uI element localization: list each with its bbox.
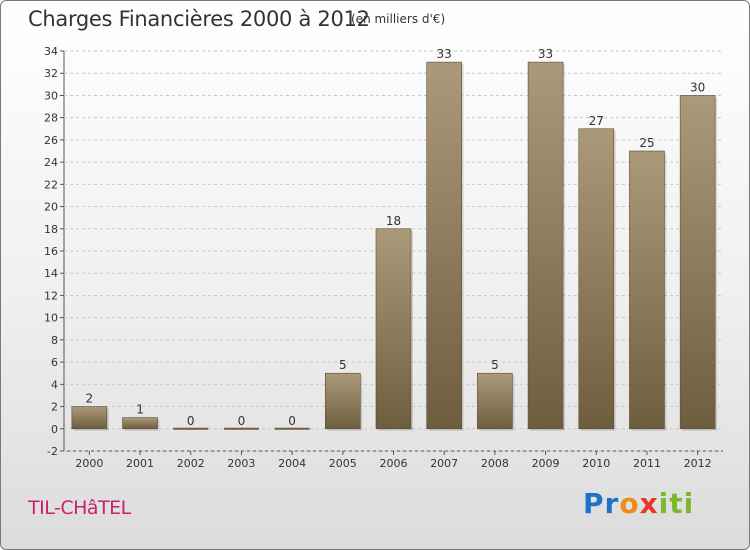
bar (679, 95, 716, 430)
y-tick-label: 0 (51, 423, 58, 436)
data-label: 5 (491, 358, 499, 372)
x-tick-label: 2011 (633, 457, 661, 470)
y-tick-label: -2 (47, 445, 58, 458)
x-tick-label: 2002 (177, 457, 205, 470)
y-tick-label: 6 (51, 356, 58, 369)
x-tick-label: 2000 (75, 457, 103, 470)
data-label: 0 (288, 414, 296, 428)
x-tick-label: 2005 (329, 457, 357, 470)
bar (629, 150, 665, 430)
y-tick-label: 20 (44, 201, 58, 214)
logo-part-3: x (639, 487, 659, 520)
data-label: 5 (339, 358, 347, 372)
proxiti-logo: Proxiti (583, 487, 694, 520)
bar (426, 61, 462, 430)
y-tick-label: 24 (44, 156, 58, 169)
data-label: 18 (386, 214, 401, 228)
x-tick-label: 2001 (126, 457, 154, 470)
bar (325, 372, 361, 430)
logo-part-2: o (619, 487, 640, 520)
logo-part-1: Pr (583, 487, 620, 520)
x-tick-label: 2008 (481, 457, 509, 470)
data-label: 2 (86, 392, 94, 406)
commune-name: TIL-CHâTEL (28, 497, 131, 519)
bar (375, 228, 412, 430)
data-label: 1 (136, 403, 144, 417)
y-tick-label: 28 (44, 112, 58, 125)
y-tick-label: 18 (44, 223, 58, 236)
data-label: 25 (639, 136, 654, 150)
bar (578, 128, 615, 430)
y-tick-label: 16 (44, 245, 58, 258)
bar (71, 406, 108, 430)
x-tick-label: 2010 (582, 457, 610, 470)
y-tick-label: 10 (44, 312, 58, 325)
y-tick-label: 4 (51, 378, 58, 391)
data-label: 30 (690, 80, 705, 94)
data-label: 33 (538, 47, 553, 61)
x-tick-label: 2004 (278, 457, 306, 470)
x-tick-label: 2006 (380, 457, 408, 470)
bar (477, 372, 513, 430)
y-tick-label: 34 (44, 45, 58, 58)
data-label: 33 (437, 47, 452, 61)
y-tick-label: 2 (51, 401, 58, 414)
y-tick-label: 8 (51, 334, 58, 347)
y-tick-label: 12 (44, 289, 58, 302)
x-tick-label: 2012 (684, 457, 712, 470)
data-label: 0 (187, 414, 195, 428)
bar (527, 61, 564, 430)
y-tick-label: 30 (44, 89, 58, 102)
y-tick-label: 26 (44, 134, 58, 147)
data-label: 27 (589, 114, 604, 128)
y-tick-label: 32 (44, 67, 58, 80)
x-tick-label: 2003 (227, 457, 255, 470)
data-label: 0 (238, 414, 246, 428)
logo-part-4: iti (658, 487, 695, 520)
y-tick-label: 22 (44, 178, 58, 191)
chart-unit: (en milliers d'€) (351, 12, 446, 26)
chart-title: Charges Financières 2000 à 2012 (28, 7, 370, 31)
x-tick-label: 2009 (532, 457, 560, 470)
bar (122, 417, 158, 430)
y-tick-label: 14 (44, 267, 58, 280)
x-tick-label: 2007 (430, 457, 458, 470)
